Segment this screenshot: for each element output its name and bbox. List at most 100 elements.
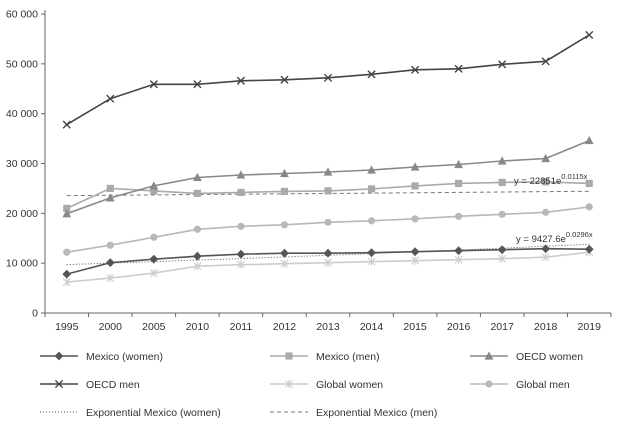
x-tick-label: 1995: [55, 321, 79, 333]
data-point: [367, 248, 376, 258]
data-point: [367, 257, 376, 266]
legend-swatch-marker: [484, 351, 494, 360]
data-point: [542, 208, 550, 216]
legend-item: Exponential Mexico (women): [40, 407, 221, 419]
data-point: [455, 212, 463, 220]
series-line: [66, 34, 590, 126]
data-point: [149, 80, 158, 89]
series-global-men: [63, 203, 593, 256]
data-point: [411, 215, 419, 223]
series-line: [66, 139, 590, 215]
data-point: [62, 120, 71, 129]
data-point: [193, 80, 202, 89]
data-point: [367, 70, 376, 79]
legend-label: OECD women: [516, 351, 583, 363]
data-point: [193, 189, 201, 197]
trendline-equation-mexico-women: y = 9427.6e0.0296x: [516, 230, 593, 245]
legend-item: Mexico (men): [270, 351, 380, 363]
data-point: [63, 248, 71, 256]
y-tick-label: 60 000: [6, 9, 38, 21]
legend-swatch-marker: [485, 380, 493, 388]
data-point: [410, 247, 420, 257]
data-point: [367, 217, 376, 225]
x-tick-label: 2018: [534, 321, 558, 333]
data-point: [585, 179, 593, 188]
legend-label: OECD men: [86, 379, 140, 391]
data-point: [542, 178, 550, 186]
data-point: [280, 75, 289, 84]
annotations: y = 22851e0.0115x y = 9427.6e0.0296x: [514, 172, 593, 245]
data-point: [411, 182, 419, 190]
legend-label: Global men: [516, 379, 570, 391]
legend: Mexico (women) Mexico (men) OECD women OECD…: [40, 351, 583, 419]
data-point: [62, 209, 72, 218]
data-point: [192, 172, 202, 182]
data-point: [105, 193, 115, 202]
legend-swatch-marker: [54, 351, 64, 361]
data-point: [541, 253, 550, 262]
legend-item: Global men: [470, 379, 570, 391]
legend-label: Mexico (women): [86, 351, 163, 363]
x-tick-label: 2013: [316, 321, 340, 333]
series-mexico-men: [63, 178, 593, 212]
x-tick-label: 2017: [490, 321, 514, 333]
data-point: [323, 248, 333, 258]
data-point: [454, 159, 464, 169]
data-point: [280, 248, 289, 258]
data-point: [193, 262, 202, 271]
data-point: [236, 170, 246, 179]
legend-item: Mexico (women): [40, 351, 163, 363]
data-point: [498, 60, 507, 69]
legend-label: Exponential Mexico (men): [316, 407, 437, 419]
data-point: [323, 167, 333, 176]
data-point: [106, 274, 115, 283]
axes: 0 10 000 20 000 30 000 40 000 50 000 60 000 199…: [6, 9, 612, 333]
legend-item: OECD women: [470, 351, 583, 363]
data-point: [324, 258, 332, 267]
y-tick-label: 40 000: [6, 108, 38, 120]
y-tick-label: 0: [32, 308, 38, 320]
x-tick-label: 2014: [360, 321, 384, 333]
x-tick-label: 2000: [99, 321, 123, 333]
data-point: [541, 57, 550, 66]
data-point: [280, 187, 289, 196]
data-point: [454, 246, 464, 256]
legend-item: Exponential Mexico (men): [270, 407, 437, 419]
data-point: [63, 204, 71, 212]
data-point: [585, 203, 593, 211]
series-oecd-women: [62, 135, 594, 218]
legend-swatch-marker: [54, 379, 64, 389]
data-point: [498, 178, 506, 187]
x-tick-label: 2005: [142, 321, 166, 333]
data-point: [498, 254, 507, 263]
data-point: [324, 218, 332, 226]
x-tick-label: 2016: [447, 321, 471, 333]
data-point: [236, 76, 246, 85]
data-point: [105, 258, 115, 268]
legend-label: Mexico (men): [316, 351, 380, 363]
legend-label: Global women: [316, 379, 383, 391]
data-point: [236, 249, 246, 259]
data-point: [497, 156, 507, 165]
legend-item: Global women: [270, 379, 383, 391]
data-point: [454, 255, 463, 264]
data-point: [192, 251, 202, 261]
data-point: [367, 165, 376, 174]
trendline-equation-mexico-men: y = 22851e0.0115x: [514, 172, 588, 187]
legend-swatch-marker: [285, 379, 293, 389]
data-point: [541, 244, 551, 254]
data-point: [280, 168, 289, 178]
data-point: [106, 184, 114, 193]
data-point: [149, 269, 158, 278]
series-oecd-men: [62, 30, 594, 129]
x-tick-label: 2011: [230, 321, 253, 333]
data-point: [323, 73, 333, 82]
data-point: [106, 94, 115, 103]
y-tick-label: 50 000: [6, 58, 38, 70]
y-tick-label: 10 000: [6, 258, 38, 270]
data-point: [455, 179, 463, 188]
data-point: [149, 254, 159, 264]
legend-label: Exponential Mexico (women): [86, 407, 221, 419]
